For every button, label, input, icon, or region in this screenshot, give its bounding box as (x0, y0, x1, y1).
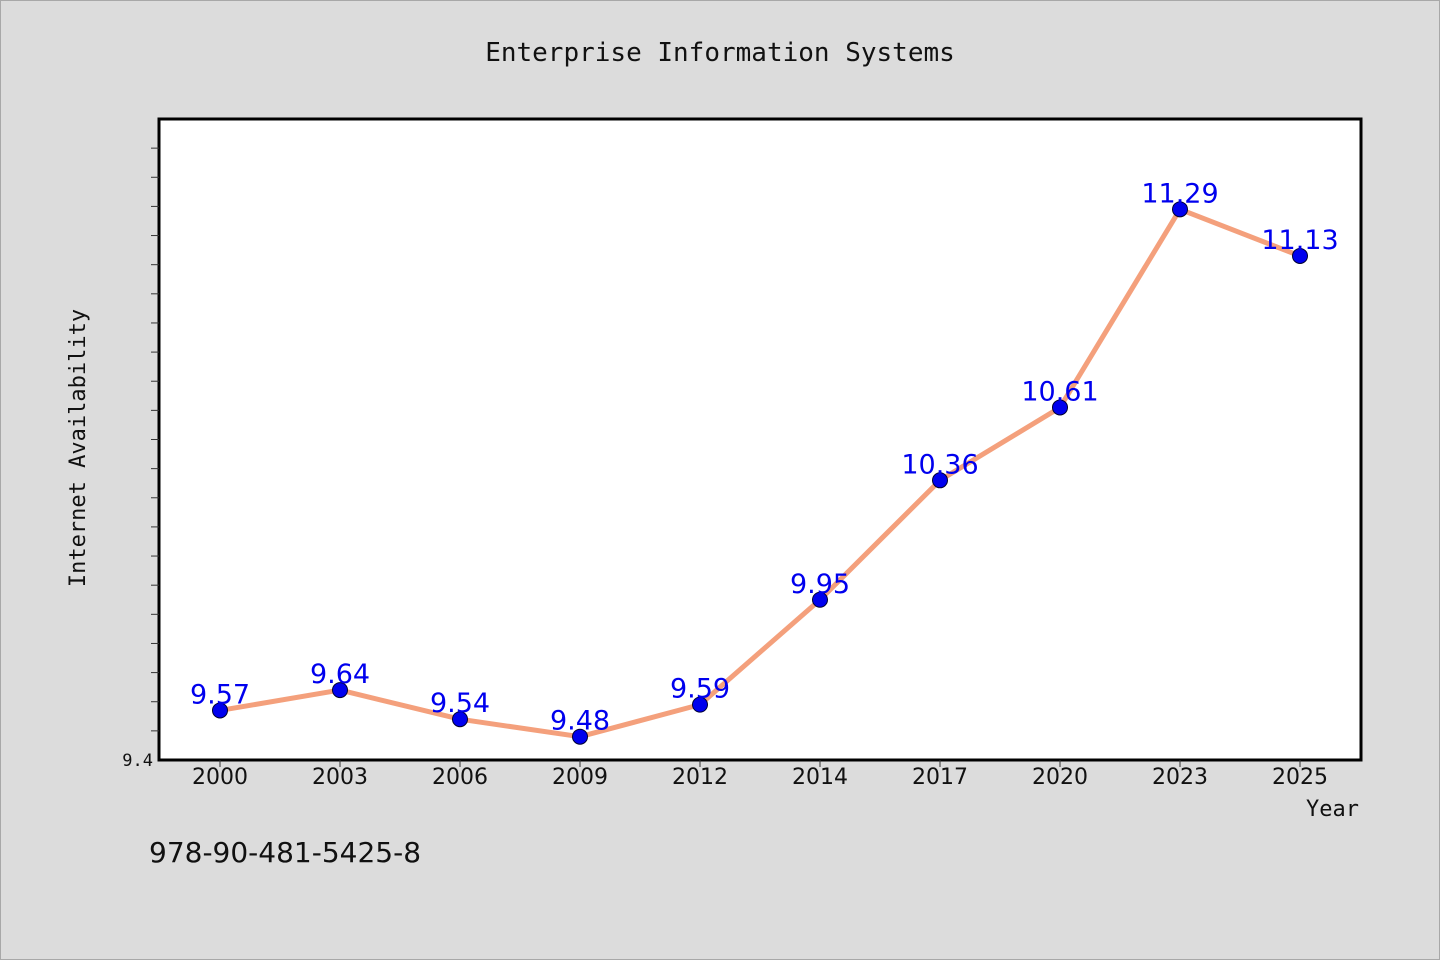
x-axis-label: Year (1306, 797, 1359, 822)
y-axis-tick-labels: 9.4 (122, 751, 153, 771)
data-label: 9.95 (790, 569, 850, 600)
x-axis-ticks (219, 760, 1301, 767)
x-tick-label: 2012 (672, 765, 728, 790)
y-tick-label: 9.4 (122, 751, 153, 771)
x-axis-tick-labels: 2000 2003 2006 2009 2012 2014 2017 2020 2023 2025 (192, 765, 1328, 790)
x-tick-label: 2014 (792, 765, 848, 790)
series-layer: 9.57 9.64 9.54 9.48 9.59 9.95 10.36 10.61 11.29 1… (190, 178, 1339, 745)
chart-title: Enterprise Information Systems (485, 38, 955, 68)
data-label: 11.13 (1261, 225, 1338, 256)
x-tick-label: 2020 (1032, 765, 1088, 790)
x-tick-label: 2009 (552, 765, 608, 790)
data-point (332, 682, 348, 699)
data-label: 9.48 (550, 706, 610, 737)
y-axis-ticks (151, 147, 159, 732)
data-label: 9.54 (430, 688, 490, 719)
data-label: 10.36 (901, 449, 978, 480)
data-point (572, 728, 588, 745)
data-point (812, 591, 828, 608)
x-tick-label: 2017 (912, 765, 968, 790)
data-point (932, 472, 948, 489)
data-point (212, 702, 228, 719)
x-tick-label: 2025 (1272, 765, 1328, 790)
data-point (1052, 399, 1068, 416)
data-label: 9.57 (190, 679, 250, 710)
data-label: 9.59 (670, 674, 730, 705)
series-line (217, 206, 1303, 740)
data-point (452, 711, 468, 728)
data-point (1172, 201, 1188, 218)
data-label: 9.64 (310, 659, 370, 690)
data-point (1292, 247, 1308, 264)
x-tick-label: 2023 (1152, 765, 1208, 790)
data-point (692, 696, 708, 713)
x-tick-label: 2006 (432, 765, 488, 790)
isbn-text: 978-90-481-5425-8 (149, 836, 421, 869)
data-label: 10.61 (1021, 376, 1098, 407)
x-tick-label: 2000 (192, 765, 248, 790)
x-tick-label: 2003 (312, 765, 368, 790)
data-label: 11.29 (1141, 178, 1218, 209)
y-axis-label: Internet Availability (66, 309, 91, 587)
